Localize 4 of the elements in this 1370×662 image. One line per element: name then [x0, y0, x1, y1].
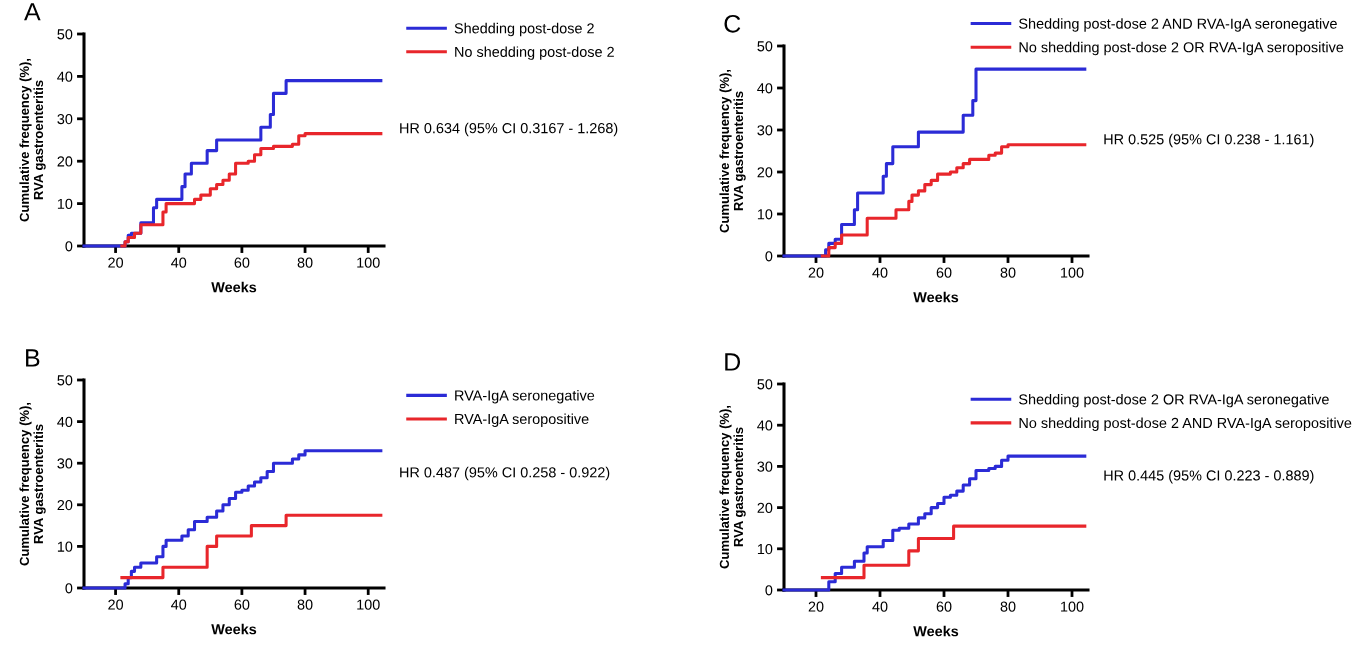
- chart-title: D: [725, 353, 741, 371]
- chart-title: B: [26, 349, 40, 367]
- chart-title: C: [724, 14, 741, 33]
- chart-title: A: [24, 3, 41, 21]
